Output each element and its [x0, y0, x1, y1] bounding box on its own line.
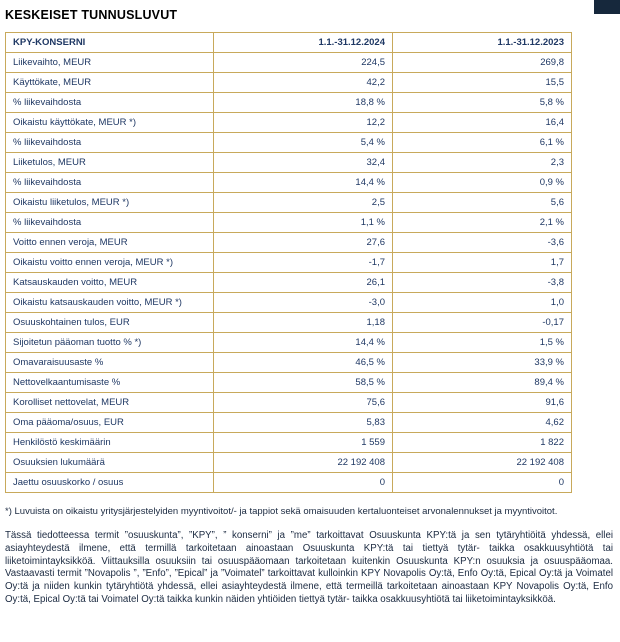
- row-value-2023: -0,17: [392, 312, 572, 333]
- table-row: Osuuksien lukumäärä 22 192 408 22 192 408: [5, 452, 572, 473]
- definitions-paragraph: Tässä tiedotteessa termit ”osuuskunta”, …: [5, 530, 613, 605]
- table-row: Oma pääoma/osuus, EUR 5,83 4,62: [5, 412, 572, 433]
- row-value-2024: 46,5 %: [213, 352, 393, 373]
- row-value-2023: 5,8 %: [392, 92, 572, 113]
- row-label: Liiketulos, MEUR: [5, 152, 214, 173]
- row-label: Henkilöstö keskimäärin: [5, 432, 214, 453]
- corner-logo-mark: [594, 0, 620, 14]
- row-value-2023: 0: [392, 472, 572, 493]
- row-label: Nettovelkaantumisaste %: [5, 372, 214, 393]
- row-label: % liikevaihdosta: [5, 172, 214, 193]
- table-row: Sijoitetun pääoman tuotto % *) 14,4 % 1,5 …: [5, 332, 572, 353]
- table-row: Osuuskohtainen tulos, EUR 1,18 -0,17: [5, 312, 572, 333]
- row-value-2023: 33,9 %: [392, 352, 572, 373]
- row-value-2023: 22 192 408: [392, 452, 572, 473]
- row-label: Katsauskauden voitto, MEUR: [5, 272, 214, 293]
- table-body: Liikevaihto, MEUR 224,5 269,8 Käyttökate, M…: [5, 52, 572, 493]
- row-value-2023: -3,6: [392, 232, 572, 253]
- row-label: % liikevaihdosta: [5, 212, 214, 233]
- row-value-2023: 269,8: [392, 52, 572, 73]
- table-row: Katsauskauden voitto, MEUR 26,1 -3,8: [5, 272, 572, 293]
- row-value-2023: -3,8: [392, 272, 572, 293]
- table-row: % liikevaihdosta 1,1 % 2,1 %: [5, 212, 572, 233]
- row-value-2024: 22 192 408: [213, 452, 393, 473]
- row-value-2024: 75,6: [213, 392, 393, 413]
- row-label: Korolliset nettovelat, MEUR: [5, 392, 214, 413]
- table-row: Henkilöstö keskimäärin 1 559 1 822: [5, 432, 572, 453]
- header-cell-group: KPY-KONSERNI: [5, 32, 214, 53]
- row-value-2023: 15,5: [392, 72, 572, 93]
- header-cell-period-2024: 1.1.-31.12.2024: [213, 32, 393, 53]
- table-row: % liikevaihdosta 18,8 % 5,8 %: [5, 92, 572, 113]
- row-label: Oikaistu liiketulos, MEUR *): [5, 192, 214, 213]
- row-value-2023: 1,7: [392, 252, 572, 273]
- row-label: Osuuskohtainen tulos, EUR: [5, 312, 214, 333]
- row-value-2023: 16,4: [392, 112, 572, 133]
- row-value-2024: 0: [213, 472, 393, 493]
- table-row: Käyttökate, MEUR 42,2 15,5: [5, 72, 572, 93]
- row-label: Oikaistu katsauskauden voitto, MEUR *): [5, 292, 214, 313]
- table-header-row: KPY-KONSERNI 1.1.-31.12.2024 1.1.-31.12.…: [5, 32, 572, 53]
- row-value-2023: 91,6: [392, 392, 572, 413]
- table-row: Jaettu osuuskorko / osuus 0 0: [5, 472, 572, 493]
- table-row: Voitto ennen veroja, MEUR 27,6 -3,6: [5, 232, 572, 253]
- row-label: Liikevaihto, MEUR: [5, 52, 214, 73]
- row-label: % liikevaihdosta: [5, 132, 214, 153]
- row-label: Jaettu osuuskorko / osuus: [5, 472, 214, 493]
- row-label: Oikaistu voitto ennen veroja, MEUR *): [5, 252, 214, 273]
- row-label: Osuuksien lukumäärä: [5, 452, 214, 473]
- row-value-2024: 32,4: [213, 152, 393, 173]
- row-value-2023: 2,1 %: [392, 212, 572, 233]
- table-row: % liikevaihdosta 5,4 % 6,1 %: [5, 132, 572, 153]
- table-row: Oikaistu katsauskauden voitto, MEUR *) -3…: [5, 292, 572, 313]
- table-row: Nettovelkaantumisaste % 58,5 % 89,4 %: [5, 372, 572, 393]
- row-value-2023: 6,1 %: [392, 132, 572, 153]
- row-label: Oma pääoma/osuus, EUR: [5, 412, 214, 433]
- key-figures-table: KPY-KONSERNI 1.1.-31.12.2024 1.1.-31.12.…: [5, 32, 572, 493]
- row-value-2024: 224,5: [213, 52, 393, 73]
- row-value-2024: 58,5 %: [213, 372, 393, 393]
- row-value-2024: 1,1 %: [213, 212, 393, 233]
- row-value-2024: 14,4 %: [213, 332, 393, 353]
- row-value-2024: 5,83: [213, 412, 393, 433]
- table-row: Oikaistu liiketulos, MEUR *) 2,5 5,6: [5, 192, 572, 213]
- row-label: Omavaraisuusaste %: [5, 352, 214, 373]
- row-value-2023: 89,4 %: [392, 372, 572, 393]
- row-value-2024: 1 559: [213, 432, 393, 453]
- table-row: % liikevaihdosta 14,4 % 0,9 %: [5, 172, 572, 193]
- table-row: Oikaistu käyttökate, MEUR *) 12,2 16,4: [5, 112, 572, 133]
- row-value-2024: -3,0: [213, 292, 393, 313]
- table-row: Liikevaihto, MEUR 224,5 269,8: [5, 52, 572, 73]
- row-label: Käyttökate, MEUR: [5, 72, 214, 93]
- row-value-2024: 2,5: [213, 192, 393, 213]
- row-value-2023: 0,9 %: [392, 172, 572, 193]
- row-value-2024: 26,1: [213, 272, 393, 293]
- page-title: KESKEISET TUNNUSLUVUT: [5, 8, 178, 22]
- row-value-2024: -1,7: [213, 252, 393, 273]
- row-value-2024: 1,18: [213, 312, 393, 333]
- row-label: % liikevaihdosta: [5, 92, 214, 113]
- row-label: Voitto ennen veroja, MEUR: [5, 232, 214, 253]
- row-value-2023: 1 822: [392, 432, 572, 453]
- row-value-2023: 5,6: [392, 192, 572, 213]
- row-value-2024: 14,4 %: [213, 172, 393, 193]
- row-label: Oikaistu käyttökate, MEUR *): [5, 112, 214, 133]
- row-value-2024: 12,2: [213, 112, 393, 133]
- row-value-2024: 18,8 %: [213, 92, 393, 113]
- table-row: Omavaraisuusaste % 46,5 % 33,9 %: [5, 352, 572, 373]
- table-row: Oikaistu voitto ennen veroja, MEUR *) -1,…: [5, 252, 572, 273]
- row-value-2023: 2,3: [392, 152, 572, 173]
- table-footnote: *) Luvuista on oikaistu yritysjärjestely…: [5, 506, 558, 517]
- table-row: Liiketulos, MEUR 32,4 2,3: [5, 152, 572, 173]
- row-label: Sijoitetun pääoman tuotto % *): [5, 332, 214, 353]
- row-value-2024: 42,2: [213, 72, 393, 93]
- row-value-2023: 1,5 %: [392, 332, 572, 353]
- table-row: Korolliset nettovelat, MEUR 75,6 91,6: [5, 392, 572, 413]
- row-value-2023: 4,62: [392, 412, 572, 433]
- row-value-2024: 5,4 %: [213, 132, 393, 153]
- header-cell-period-2023: 1.1.-31.12.2023: [392, 32, 572, 53]
- row-value-2023: 1,0: [392, 292, 572, 313]
- row-value-2024: 27,6: [213, 232, 393, 253]
